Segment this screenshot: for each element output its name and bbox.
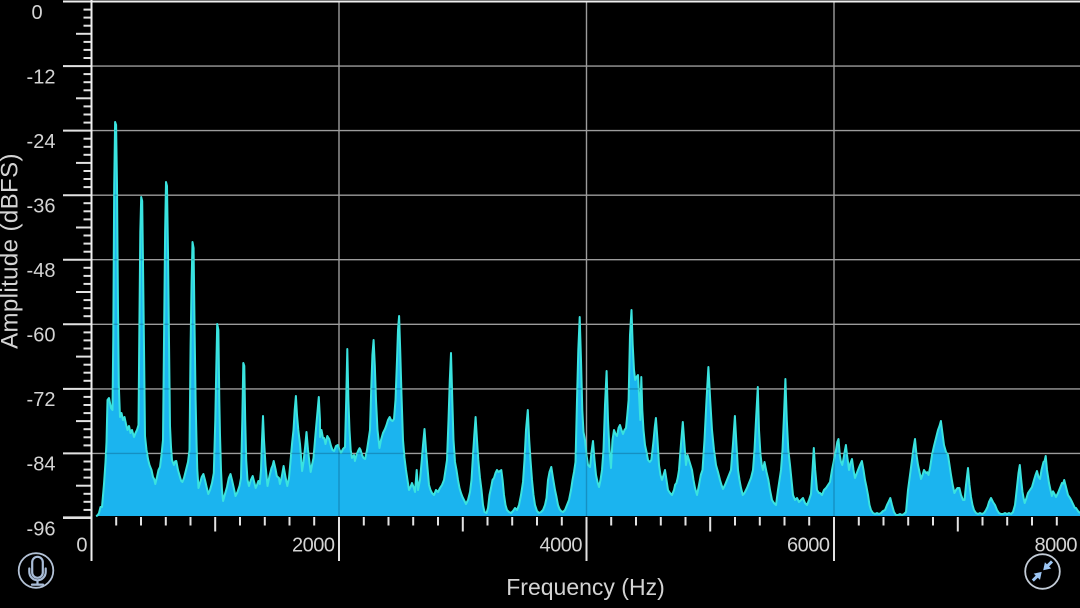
- svg-text:-84: -84: [27, 454, 56, 476]
- svg-text:-60: -60: [27, 325, 56, 347]
- svg-text:6000: 6000: [787, 535, 830, 557]
- svg-text:-12: -12: [27, 66, 56, 88]
- svg-text:Amplitude (dBFS): Amplitude (dBFS): [0, 153, 24, 349]
- svg-text:-72: -72: [27, 389, 56, 411]
- svg-text:0: 0: [76, 535, 87, 557]
- svg-text:-48: -48: [27, 260, 56, 282]
- svg-text:8000: 8000: [1035, 535, 1078, 557]
- svg-text:-36: -36: [27, 195, 56, 217]
- svg-text:4000: 4000: [540, 535, 583, 557]
- svg-text:2000: 2000: [292, 535, 335, 557]
- svg-text:Frequency (Hz): Frequency (Hz): [506, 574, 664, 600]
- svg-text:0: 0: [31, 2, 42, 24]
- svg-text:-96: -96: [27, 518, 56, 540]
- svg-text:-24: -24: [27, 131, 56, 153]
